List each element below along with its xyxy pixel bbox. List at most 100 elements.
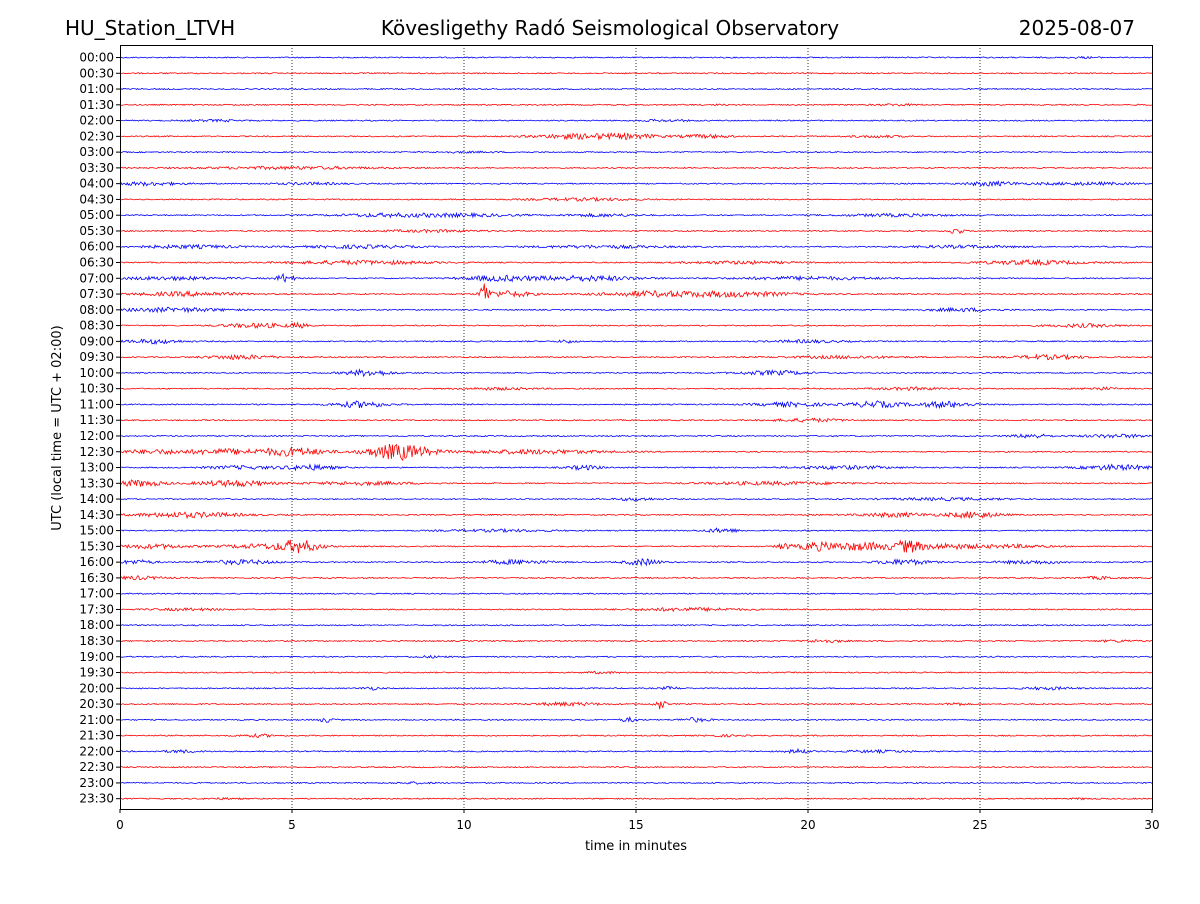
y-tick-label: 10:30	[79, 382, 114, 396]
trace-2130	[119, 732, 1153, 739]
y-tick-label: 07:30	[79, 287, 114, 301]
trace-0600	[119, 243, 1153, 250]
trace-1000	[119, 368, 1153, 378]
y-tick-label: 12:00	[79, 429, 114, 443]
trace-2330	[119, 796, 1153, 801]
trace-1200	[119, 433, 1153, 439]
y-tick-label: 03:00	[79, 145, 114, 159]
trace-0900	[119, 338, 1153, 345]
y-tick-label: 17:30	[79, 602, 114, 616]
y-tick-label: 19:00	[79, 650, 114, 664]
y-tick-label: 05:00	[79, 208, 114, 222]
trace-2030	[119, 700, 1153, 710]
y-tick-label: 09:30	[79, 350, 114, 364]
trace-1030	[119, 386, 1153, 392]
trace-0230	[119, 131, 1153, 141]
y-tick-label: 23:00	[79, 776, 114, 790]
trace-1630	[119, 575, 1153, 581]
y-tick-label: 03:30	[79, 161, 114, 175]
x-tick-label: 10	[456, 818, 471, 832]
x-tick-label: 30	[1144, 818, 1159, 832]
y-tick-label: 12:30	[79, 445, 114, 459]
y-tick-label: 11:00	[79, 397, 114, 411]
y-tick-label: 00:30	[79, 66, 114, 80]
trace-0930	[119, 353, 1153, 361]
trace-2000	[119, 685, 1153, 691]
trace-1930	[119, 670, 1153, 675]
trace-0030	[119, 72, 1153, 75]
trace-0300	[119, 150, 1153, 154]
trace-1600	[119, 557, 1153, 567]
y-tick-label: 02:30	[79, 129, 114, 143]
trace-2230	[119, 766, 1153, 769]
x-tick-label: 25	[972, 818, 987, 832]
trace-0700	[119, 272, 1153, 283]
y-tick-label: 21:00	[79, 713, 114, 727]
y-tick-label: 15:00	[79, 524, 114, 538]
y-tick-label: 19:30	[79, 666, 114, 680]
y-tick-label: 07:00	[79, 271, 114, 285]
y-tick-label: 01:30	[79, 98, 114, 112]
y-tick-label: 16:00	[79, 555, 114, 569]
y-tick-label: 20:00	[79, 681, 114, 695]
y-tick-label: 00:00	[79, 51, 114, 65]
chart-title: Kövesligethy Radó Seismological Observat…	[381, 16, 839, 40]
trace-1230	[119, 443, 1153, 462]
trace-2100	[119, 716, 1153, 723]
trace-1100	[119, 400, 1153, 410]
trace-1830	[119, 639, 1153, 644]
y-tick-label: 21:30	[79, 729, 114, 743]
trace-0100	[119, 87, 1153, 91]
trace-1300	[119, 463, 1153, 472]
trace-1130	[119, 417, 1153, 424]
x-tick-label: 20	[800, 818, 815, 832]
trace-1430	[119, 511, 1153, 520]
chart-date: 2025-08-07	[1019, 16, 1135, 40]
y-tick-label: 04:30	[79, 192, 114, 206]
trace-rows	[119, 55, 1153, 801]
plot-frame	[120, 45, 1153, 810]
trace-1700	[119, 592, 1153, 595]
y-tick-label: 05:30	[79, 224, 114, 238]
trace-2300	[120, 781, 1153, 785]
trace-1800	[119, 624, 1153, 627]
y-tick-label: 02:00	[79, 114, 114, 128]
y-tick-label: 18:00	[79, 618, 114, 632]
y-tick-label: 22:30	[79, 760, 114, 774]
trace-0130	[119, 102, 1153, 107]
trace-1500	[119, 527, 1153, 534]
y-tick-label: 04:00	[79, 177, 114, 191]
trace-0730	[119, 283, 1153, 299]
x-axis-label: time in minutes	[585, 839, 687, 854]
y-tick-label: 10:00	[79, 366, 114, 380]
y-tick-label: 22:00	[79, 744, 114, 758]
y-tick-label: 08:30	[79, 319, 114, 333]
y-tick-label: 16:30	[79, 571, 114, 585]
y-tick-label: 08:00	[79, 303, 114, 317]
trace-1900	[119, 654, 1153, 659]
grid-lines	[291, 45, 981, 809]
trace-1530	[119, 539, 1153, 554]
trace-1330	[119, 479, 1153, 488]
y-tick-label: 11:30	[79, 413, 114, 427]
y-tick-label: 06:30	[79, 256, 114, 270]
y-tick-label: 23:30	[79, 792, 114, 806]
x-tick-label: 0	[116, 818, 124, 832]
y-tick-label: 15:30	[79, 539, 114, 553]
x-tick-label: 15	[628, 818, 643, 832]
y-tick-label: 09:00	[79, 334, 114, 348]
y-tick-label: 06:00	[79, 240, 114, 254]
trace-0330	[119, 165, 1153, 171]
y-tick-label: 20:30	[79, 697, 114, 711]
y-axis-label: UTC (local time = UTC + 02:00)	[50, 325, 65, 530]
trace-1400	[119, 496, 1153, 502]
x-tick-label: 5	[288, 818, 296, 832]
trace-2200	[119, 747, 1153, 755]
trace-0000	[119, 55, 1153, 60]
trace-0630	[119, 258, 1153, 267]
x-tick-labels: 0 5 10 15 20 25 30	[116, 809, 1160, 832]
trace-0400	[119, 179, 1153, 187]
y-tick-label: 13:30	[79, 476, 114, 490]
